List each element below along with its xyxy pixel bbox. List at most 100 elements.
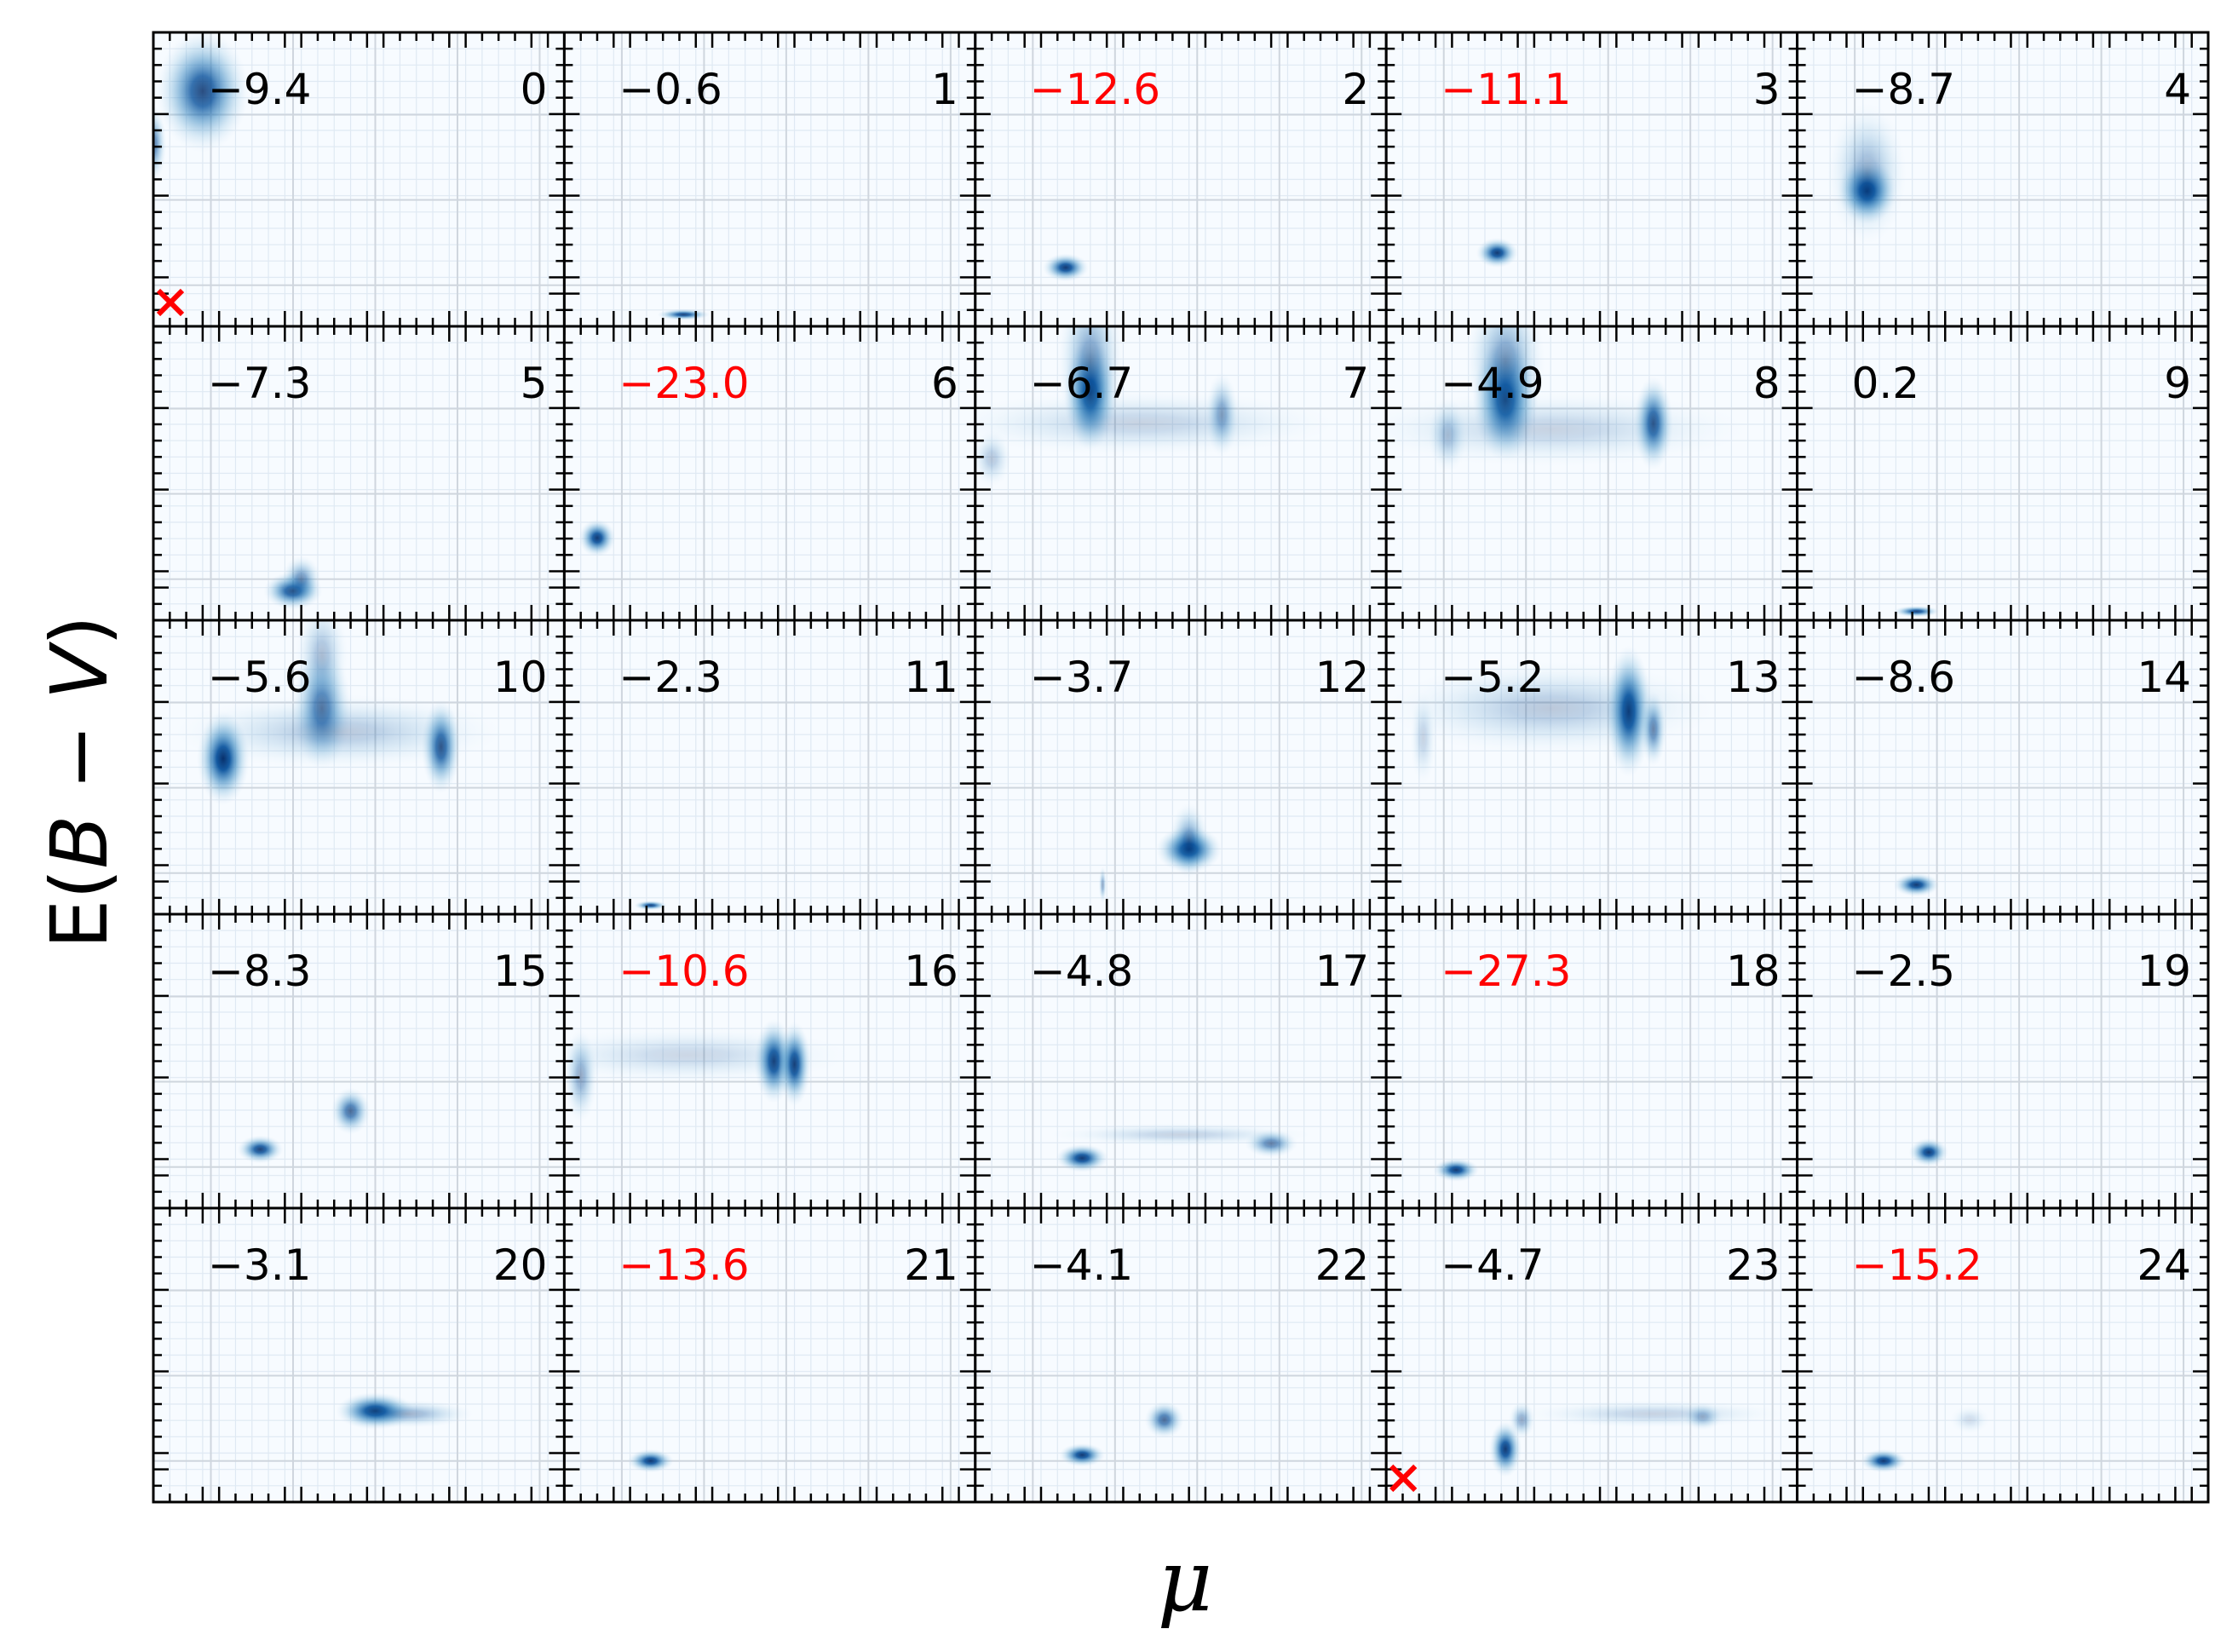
- panel-index-label: 0: [521, 65, 548, 114]
- panel-index-label: 21: [904, 1240, 958, 1290]
- panel-1: −0.6 1: [562, 31, 977, 328]
- panel-13: −5.2 13: [1384, 619, 1799, 916]
- heat-blobs: [975, 326, 1338, 487]
- density-blob: [1410, 690, 1437, 786]
- panel-index-label: 18: [1726, 947, 1781, 996]
- panel-index-label: 1: [931, 65, 958, 114]
- heat-blobs: [336, 1391, 475, 1430]
- panel-value-label: −4.8: [1030, 947, 1133, 996]
- density-blob: [1098, 866, 1107, 904]
- density-blob: [1893, 872, 1940, 897]
- panel-value-label: −4.7: [1441, 1240, 1544, 1290]
- density-blob: [1893, 606, 1940, 618]
- ticks: [563, 325, 977, 622]
- panel-12: −3.7 12: [974, 619, 1388, 916]
- panel-value-label: −8.7: [1852, 65, 1955, 114]
- panel-index-label: 11: [904, 653, 958, 702]
- panel-value-label: −2.3: [618, 653, 722, 702]
- panel-19: −2.5 19: [1796, 912, 2210, 1210]
- density-blob: [237, 1135, 284, 1164]
- ticks: [974, 31, 1388, 328]
- density-blob: [1476, 238, 1519, 268]
- panel-9: 0.2 9: [1796, 325, 2210, 622]
- density-blob: [1522, 1399, 1786, 1429]
- density-blob: [1433, 1158, 1480, 1182]
- panel-14: −8.6 14: [1796, 619, 2210, 916]
- panel-value-label: −7.3: [208, 359, 311, 408]
- density-blob: [627, 1448, 674, 1473]
- ticks: [1384, 1206, 1798, 1504]
- panel-index-label: 9: [2164, 359, 2191, 408]
- panel-23: −4.7 23: [1384, 1206, 1799, 1504]
- panel-value-label: −0.6: [618, 65, 722, 114]
- panel-grid-lines: [564, 620, 975, 914]
- panel-index-label: 19: [2137, 947, 2191, 996]
- panel-value-label: −12.6: [1030, 65, 1160, 114]
- panel-20: −3.1 20: [152, 1206, 566, 1504]
- density-blob: [156, 32, 249, 153]
- y-axis-label-suffix: ): [34, 615, 125, 646]
- density-blob: [1169, 803, 1209, 878]
- density-blob: [281, 555, 321, 603]
- panel-grid-lines: [564, 32, 975, 326]
- panel-grid: −9.4 0 −0.6 1 −12.6 2 −11.1 3 −8.7 4 −7.3 5 −23.0 6 −6…: [152, 31, 2210, 1504]
- panel-16: −10.6 16: [562, 912, 977, 1210]
- panel-0: −9.4 0: [152, 31, 566, 328]
- panel-value-label: −8.3: [208, 947, 311, 996]
- panel-index-label: 12: [1315, 653, 1370, 702]
- density-blob: [657, 308, 711, 320]
- panel-index-label: 7: [1342, 359, 1369, 408]
- panel-18: −27.3 18: [1384, 912, 1799, 1210]
- heat-blobs: [1042, 253, 1089, 282]
- panel-value-label: −10.6: [618, 947, 749, 996]
- heat-blobs: [657, 308, 711, 320]
- x-axis-label: μ: [1158, 1531, 1213, 1631]
- density-blob: [1908, 1137, 1949, 1167]
- density-blob: [1144, 1401, 1184, 1439]
- panel-grid-lines: [1797, 326, 2208, 620]
- panel-index-label: 3: [1753, 65, 1781, 114]
- density-blob: [1860, 1448, 1907, 1473]
- density-blob: [634, 901, 667, 911]
- panel-6: −23.0 6: [562, 325, 977, 622]
- panel-index-label: 20: [493, 1240, 548, 1290]
- heat-blobs: [1908, 1137, 1949, 1167]
- heat-blobs: [627, 1448, 674, 1473]
- panel-grid-lines: [1797, 914, 2208, 1208]
- panel-11: −2.3 11: [562, 619, 977, 916]
- panel-index-label: 13: [1726, 653, 1781, 702]
- density-blob: [1950, 1405, 1990, 1434]
- panel-value-label: −4.1: [1030, 1240, 1133, 1290]
- density-blob: [295, 620, 348, 712]
- panel-value-label: −4.9: [1441, 359, 1544, 408]
- ticks: [152, 912, 566, 1210]
- y-axis-label-v: V: [34, 641, 125, 699]
- panel-24: −15.2 24: [1796, 1206, 2210, 1504]
- density-blob: [342, 1399, 475, 1429]
- panel-grid-lines: [153, 914, 565, 1208]
- panel-value-label: −5.6: [208, 653, 311, 702]
- heat-blobs: [1386, 326, 1748, 473]
- density-blob: [975, 390, 1338, 457]
- panel-value-label: −9.4: [208, 65, 311, 114]
- panel-frame: [1796, 1206, 2210, 1504]
- panel-5: −7.3 5: [152, 325, 566, 622]
- density-blob: [1056, 1143, 1109, 1172]
- marker-x: [156, 288, 185, 317]
- heat-blobs: [1893, 872, 1940, 897]
- panel-index-label: 2: [1342, 65, 1369, 114]
- panel-index-label: 17: [1315, 947, 1370, 996]
- panel-index-label: 14: [2137, 653, 2191, 702]
- heat-blobs: [263, 555, 323, 610]
- density-blob: [331, 1087, 371, 1135]
- panel-value-label: −23.0: [618, 359, 749, 408]
- y-axis-label: E(B − V): [34, 615, 125, 949]
- panel-value-label: −8.6: [1852, 653, 1955, 702]
- panel-value-label: −11.1: [1441, 65, 1571, 114]
- panel-index-label: 5: [521, 359, 548, 408]
- heat-blobs: [1098, 803, 1223, 904]
- panel-index-label: 16: [904, 947, 958, 996]
- density-blob: [1386, 391, 1748, 467]
- panel-grid-lines: [1797, 620, 2208, 914]
- marker-stroke: [156, 288, 185, 317]
